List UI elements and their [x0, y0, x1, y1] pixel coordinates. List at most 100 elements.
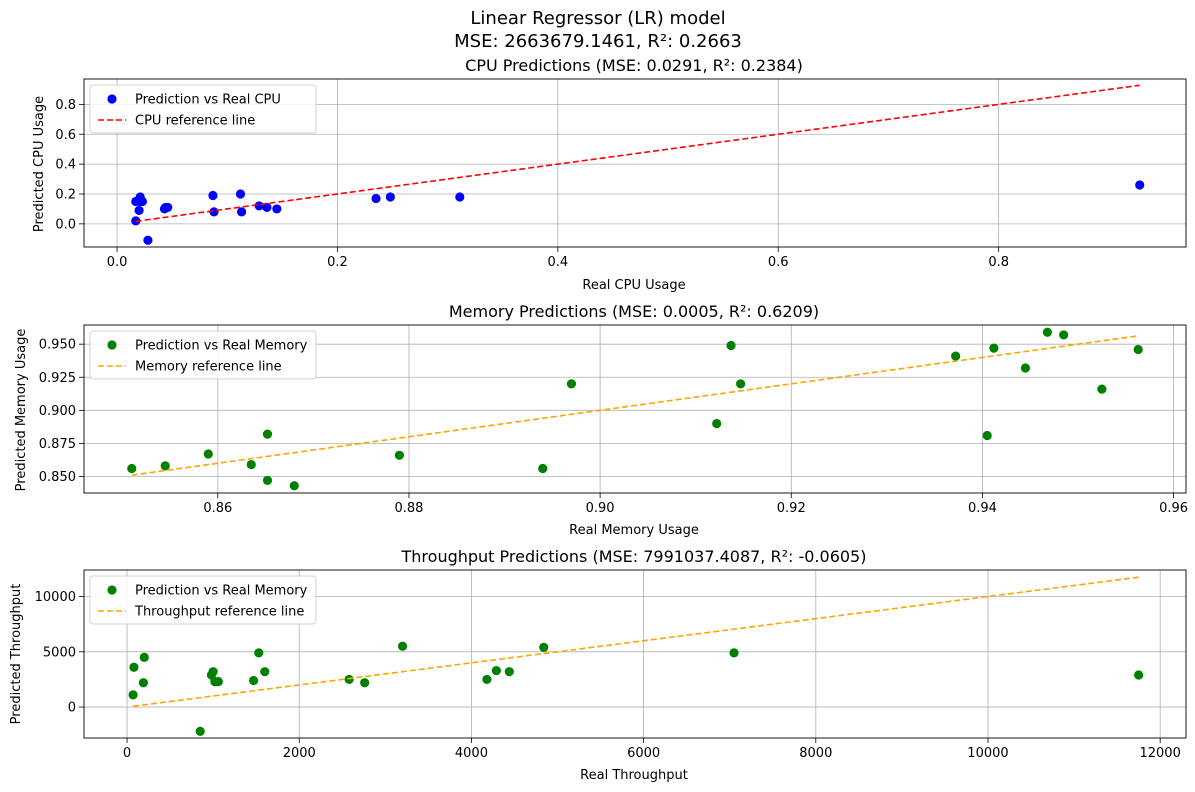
legend-box — [89, 84, 317, 134]
data-point — [137, 196, 148, 207]
data-point — [491, 665, 501, 676]
figure-subtitle: MSE: 2663679.1461, R²: 0.2663 — [454, 31, 742, 52]
data-point — [139, 652, 149, 662]
chart-title: CPU Predictions (MSE: 0.0291, R²: 0.2384… — [465, 56, 803, 75]
data-point — [246, 459, 256, 470]
y-tick-label: 0.900 — [39, 404, 76, 419]
data-point — [538, 463, 548, 474]
y-tick-label: 0.850 — [39, 470, 76, 485]
legend-marker-swatch — [107, 585, 117, 595]
y-axis-label: Predicted Throughput — [9, 584, 24, 725]
data-point — [1133, 344, 1143, 355]
data-point — [1059, 330, 1069, 340]
x-tick-label: 0.90 — [586, 501, 615, 516]
reference-line — [135, 84, 1140, 223]
data-point — [729, 648, 739, 658]
data-point — [213, 677, 223, 687]
data-point — [208, 190, 218, 201]
x-tick-label: 0.8 — [988, 255, 1009, 270]
data-point — [236, 207, 247, 217]
x-tick-label: 0.94 — [968, 501, 997, 516]
data-point — [127, 463, 137, 474]
data-point — [1134, 670, 1144, 680]
legend: Prediction vs Real CPU CPU reference line — [89, 84, 317, 134]
x-tick-label: 0.4 — [548, 255, 569, 270]
x-tick-label: 0.92 — [777, 501, 806, 516]
legend-box — [89, 330, 317, 380]
legend: Prediction vs Real Memory Throughput refe… — [89, 575, 317, 625]
chart-title: Throughput Predictions (MSE: 7991037.408… — [401, 547, 867, 566]
x-tick-label: 0.96 — [1159, 501, 1188, 516]
x-tick-label: 0.6 — [768, 255, 789, 270]
data-point — [1135, 180, 1145, 190]
data-point — [539, 642, 549, 652]
memory-predictions-chart: Memory Predictions (MSE: 0.0005, R²: 0.6… — [14, 302, 1188, 538]
data-point — [1042, 327, 1053, 337]
cpu-predictions-chart: CPU Predictions (MSE: 0.0291, R²: 0.2384… — [32, 56, 1187, 293]
x-tick-label: 0.86 — [203, 501, 232, 516]
data-point — [566, 379, 577, 389]
y-tick-label: 0.0 — [55, 217, 76, 232]
data-point — [982, 430, 992, 441]
data-point — [726, 340, 736, 351]
data-point — [951, 351, 961, 361]
data-point — [160, 461, 170, 471]
data-point — [163, 202, 173, 213]
data-point — [712, 418, 722, 429]
y-axis-label: Predicted CPU Usage — [32, 96, 47, 232]
y-tick-label: 0.8 — [55, 98, 76, 113]
data-point — [129, 662, 139, 672]
y-tick-label: 0.6 — [55, 128, 76, 143]
x-axis-label: Real Throughput — [580, 768, 688, 783]
legend-label: CPU reference line — [135, 114, 255, 129]
throughput-predictions-chart: Throughput Predictions (MSE: 7991037.408… — [9, 547, 1187, 783]
x-tick-label: 0.88 — [394, 501, 423, 516]
x-tick-label: 12000 — [1139, 746, 1180, 761]
data-point — [249, 675, 259, 686]
data-point — [394, 450, 405, 460]
scatter-series — [131, 180, 1145, 245]
y-tick-label: 0.950 — [39, 338, 76, 353]
legend-box — [89, 575, 317, 625]
data-point — [235, 189, 246, 199]
legend-label: Prediction vs Real Memory — [135, 339, 308, 354]
plot-area: 0 2000 4000 6000 8000 10000 12000 0 5000 10000 Pre… — [35, 569, 1187, 761]
legend: Prediction vs Real Memory Memory referenc… — [89, 330, 317, 380]
x-tick-label: 10000 — [967, 746, 1008, 761]
y-tick-label: 0.925 — [39, 371, 76, 386]
x-tick-label: 8000 — [799, 746, 832, 761]
plot-frame — [83, 78, 1187, 248]
data-point — [1097, 384, 1107, 394]
data-point — [371, 193, 381, 204]
data-point — [254, 201, 264, 211]
x-tick-label: 0 — [123, 746, 131, 761]
x-tick-label: 6000 — [627, 746, 660, 761]
data-point — [203, 449, 213, 459]
legend-marker-swatch — [107, 94, 117, 104]
data-point — [344, 674, 354, 685]
x-tick-label: 2000 — [283, 746, 316, 761]
legend-label: Prediction vs Real CPU — [135, 93, 281, 108]
plot-frame — [83, 569, 1187, 739]
data-point — [736, 379, 746, 389]
data-point — [262, 202, 272, 213]
data-point — [134, 205, 144, 216]
x-tick-label: 4000 — [455, 746, 488, 761]
y-tick-label: 0.2 — [55, 187, 76, 202]
x-axis-label: Real CPU Usage — [582, 278, 685, 293]
plot-area: 0.0 0.2 0.4 0.6 0.8 0.0 0.2 0.4 0.6 0.8 Prediction… — [55, 78, 1187, 270]
data-point — [128, 690, 138, 700]
plot-frame — [83, 324, 1187, 494]
data-point — [195, 726, 205, 736]
x-tick-label: 0.0 — [107, 255, 128, 270]
data-point — [504, 667, 514, 677]
y-tick-label: 10000 — [35, 590, 76, 605]
data-point — [482, 674, 492, 685]
y-tick-label: 0 — [68, 701, 76, 716]
data-point — [1020, 363, 1031, 373]
y-tick-label: 0.875 — [39, 437, 76, 452]
data-point — [262, 475, 273, 486]
figure-title: Linear Regressor (LR) model — [470, 8, 725, 29]
y-tick-label: 5000 — [43, 645, 76, 660]
